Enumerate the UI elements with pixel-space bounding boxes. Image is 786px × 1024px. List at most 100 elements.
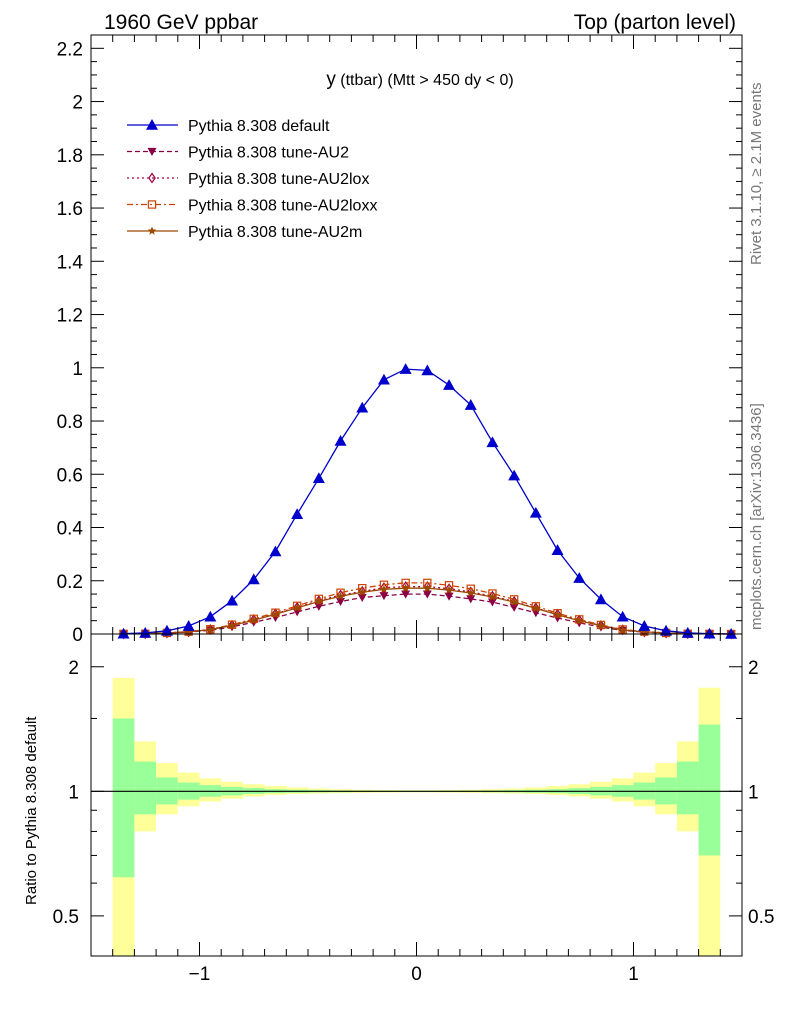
y-tick-label: 0.8 (57, 412, 83, 433)
data-point (377, 373, 390, 385)
data-point (531, 603, 541, 613)
y-tick-label: 0.6 (57, 465, 83, 486)
data-point (204, 610, 217, 622)
data-point (312, 472, 325, 484)
data-point (399, 363, 412, 374)
y-tick-label: 1.8 (57, 146, 83, 167)
legend-label: Pythia 8.308 tune-AU2lox (188, 171, 369, 188)
data-point (660, 624, 673, 636)
y-tick-label: 0.2 (57, 572, 83, 593)
data-point (553, 610, 562, 619)
data-point (423, 581, 432, 593)
data-point (444, 585, 454, 594)
data-point (334, 434, 347, 446)
y-tick-label: 1.2 (57, 306, 83, 327)
legend-item: Pythia 8.308 tune-AU2 (127, 145, 349, 162)
data-point (292, 603, 302, 612)
data-point (357, 593, 367, 603)
data-point (616, 610, 629, 622)
x-tick-label: 0 (411, 964, 422, 985)
data-point (618, 625, 627, 634)
data-point (358, 587, 367, 596)
data-point (466, 588, 475, 597)
y-tick-label: 1 (72, 359, 83, 380)
data-point (553, 608, 562, 620)
data-point (703, 627, 716, 639)
data-point (640, 627, 649, 636)
ratio-y-tick-label: 0.5 (53, 907, 79, 928)
data-point (681, 626, 694, 638)
data-point (247, 573, 260, 585)
data-point (358, 585, 367, 597)
data-point (160, 624, 173, 636)
data-point (228, 619, 236, 631)
data-point (487, 598, 497, 607)
axis-ticks (91, 34, 742, 956)
data-point (725, 628, 738, 639)
data-point (293, 601, 302, 613)
green-band-bin (134, 761, 157, 815)
data-point (379, 592, 389, 601)
data-point (445, 583, 453, 595)
mcplots-label: mcplots.cern.ch [arXiv:1306.3436] (748, 403, 765, 630)
ratio-bands (91, 677, 742, 956)
data-point (466, 586, 475, 598)
green-band-bin (698, 724, 721, 856)
data-point (488, 592, 497, 601)
data-point (575, 616, 584, 625)
data-point (638, 620, 651, 631)
ratio-y-tick-label-right: 1 (748, 782, 759, 803)
header-right: Top (parton level) (574, 11, 736, 34)
data-point (596, 621, 606, 630)
legend-item: Pythia 8.308 tune-AU2m (127, 224, 362, 241)
data-point (139, 626, 152, 638)
legend-label: Pythia 8.308 tune-AU2 (188, 145, 349, 162)
data-series (117, 363, 738, 640)
legend-item: Pythia 8.308 default (127, 118, 330, 135)
y-tick-label: 0.4 (57, 519, 84, 540)
legend: Pythia 8.308 default Pythia 8.308 tune-AU… (127, 118, 377, 241)
data-point (423, 583, 432, 592)
rivet-label: Rivet 3.1.10, ≥ 2.1M events (748, 83, 765, 266)
ratio-y-tick-label-right: 2 (748, 658, 759, 679)
data-point (184, 627, 193, 636)
data-point (271, 609, 280, 618)
data-point (401, 583, 410, 592)
data-point (269, 545, 282, 557)
green-band-bin (676, 761, 699, 815)
data-point (206, 625, 215, 634)
ratio-y-tick-label-right: 0.5 (748, 907, 774, 928)
data-point (182, 620, 195, 631)
y-tick-label: 1.6 (57, 199, 83, 220)
legend-label: Pythia 8.308 tune-AU2loxx (188, 198, 377, 215)
x-tick-label: 1 (628, 964, 639, 985)
data-point (486, 436, 499, 448)
data-point (421, 364, 434, 376)
data-point (466, 595, 476, 604)
data-point (249, 614, 258, 626)
y-tick-label: 1.4 (57, 252, 84, 273)
data-point (147, 226, 157, 235)
data-point (510, 595, 519, 608)
legend-label: Pythia 8.308 default (188, 118, 330, 135)
data-point (148, 172, 156, 184)
data-point (336, 597, 346, 607)
x-tick-label: −1 (189, 964, 211, 985)
data-point (594, 593, 607, 605)
tick-labels: 0 0.2 0.4 0.6 0.8 1 1.2 1.4 1.6 1.8 2 2.2 −1 0 1 0.5 0.5… (53, 39, 775, 985)
data-point (401, 581, 410, 593)
plot-title: y (ttbar) (Mtt > 450 dy < 0) (326, 69, 513, 90)
ratio-y-tick-label: 1 (68, 782, 79, 803)
data-point (422, 590, 432, 599)
data-point (444, 592, 454, 601)
header-left: 1960 GeV ppbar (104, 11, 258, 34)
data-point (291, 508, 304, 519)
data-point (508, 469, 521, 481)
data-point (356, 401, 369, 413)
ratio-y-tick-label: 2 (68, 658, 79, 679)
data-point (401, 590, 411, 599)
data-point (509, 597, 519, 606)
data-point (117, 627, 130, 639)
legend-item: Pythia 8.308 tune-AU2lox (127, 171, 369, 188)
ratio-y-label: Ratio to Pythia 8.308 default (23, 716, 40, 905)
